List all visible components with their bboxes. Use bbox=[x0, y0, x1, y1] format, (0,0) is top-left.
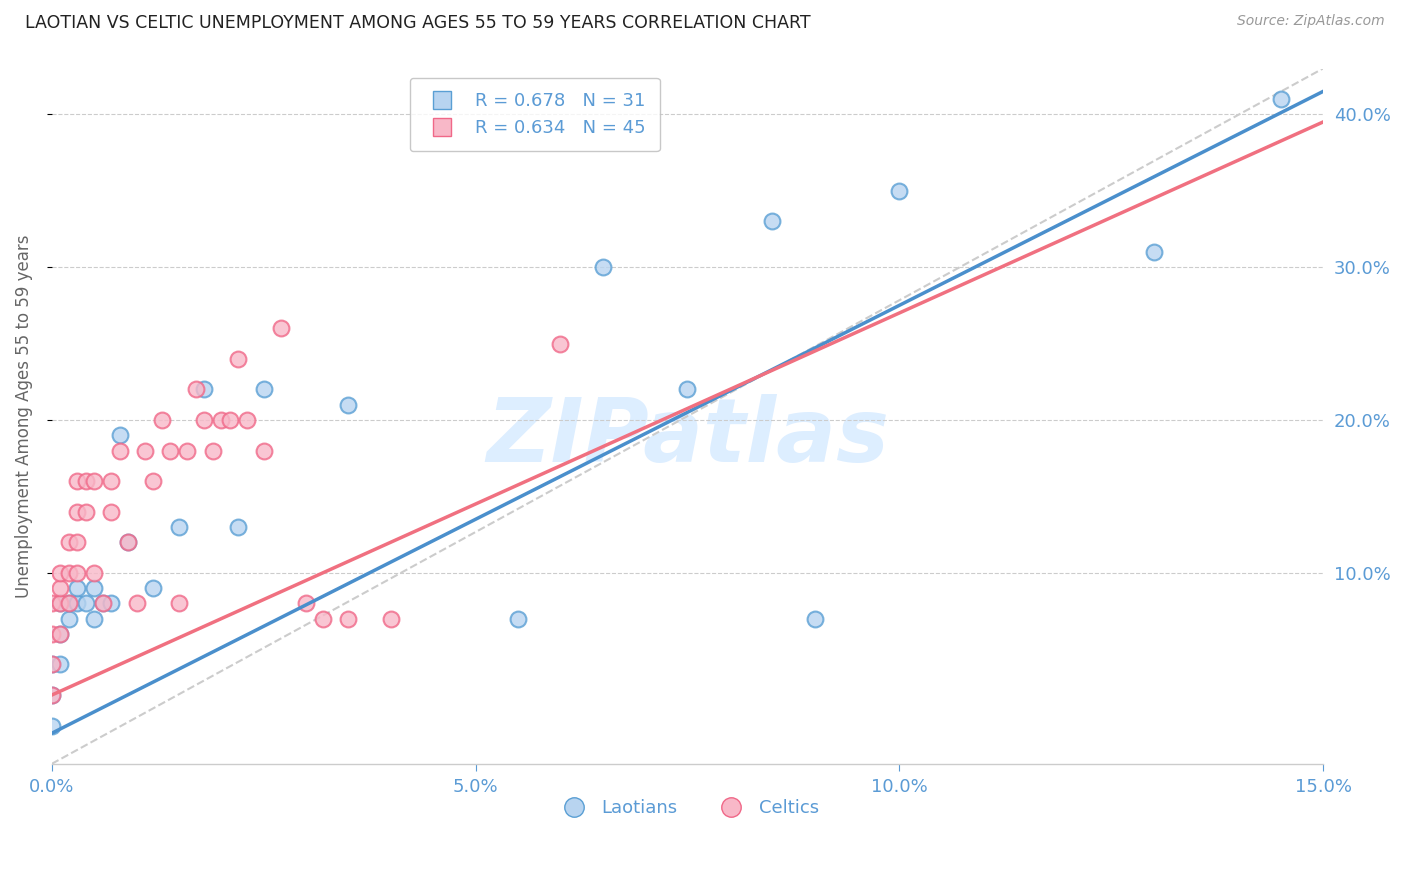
Point bbox=[66, 535, 89, 549]
Point bbox=[49, 596, 72, 610]
Point bbox=[803, 612, 825, 626]
Point bbox=[66, 505, 89, 519]
Point bbox=[83, 474, 105, 488]
Point bbox=[49, 581, 72, 595]
Point bbox=[117, 535, 139, 549]
Point bbox=[167, 596, 190, 610]
Point bbox=[889, 184, 911, 198]
Point bbox=[41, 688, 63, 702]
Point bbox=[66, 581, 89, 595]
Point bbox=[506, 612, 529, 626]
Point bbox=[75, 474, 97, 488]
Point bbox=[209, 413, 232, 427]
Y-axis label: Unemployment Among Ages 55 to 59 years: Unemployment Among Ages 55 to 59 years bbox=[15, 235, 32, 598]
Point bbox=[66, 596, 89, 610]
Point bbox=[58, 566, 80, 580]
Point bbox=[83, 566, 105, 580]
Point bbox=[83, 581, 105, 595]
Point bbox=[218, 413, 240, 427]
Point bbox=[312, 612, 335, 626]
Point bbox=[75, 505, 97, 519]
Point bbox=[66, 566, 89, 580]
Point bbox=[193, 383, 215, 397]
Point bbox=[184, 383, 207, 397]
Point bbox=[41, 627, 63, 641]
Point bbox=[167, 520, 190, 534]
Point bbox=[159, 443, 181, 458]
Point bbox=[1142, 244, 1164, 259]
Point bbox=[41, 718, 63, 732]
Point bbox=[58, 535, 80, 549]
Point bbox=[134, 443, 156, 458]
Point bbox=[235, 413, 257, 427]
Point bbox=[75, 596, 97, 610]
Point bbox=[761, 214, 783, 228]
Point bbox=[49, 627, 72, 641]
Point bbox=[58, 612, 80, 626]
Point bbox=[58, 596, 80, 610]
Point bbox=[41, 657, 63, 672]
Point bbox=[49, 627, 72, 641]
Point bbox=[41, 657, 63, 672]
Point bbox=[49, 657, 72, 672]
Point bbox=[91, 596, 114, 610]
Point bbox=[41, 596, 63, 610]
Point bbox=[270, 321, 292, 335]
Point bbox=[83, 612, 105, 626]
Point bbox=[253, 443, 276, 458]
Point bbox=[176, 443, 198, 458]
Point bbox=[100, 596, 122, 610]
Point bbox=[380, 612, 402, 626]
Point bbox=[1270, 92, 1292, 106]
Point bbox=[337, 612, 360, 626]
Text: LAOTIAN VS CELTIC UNEMPLOYMENT AMONG AGES 55 TO 59 YEARS CORRELATION CHART: LAOTIAN VS CELTIC UNEMPLOYMENT AMONG AGE… bbox=[25, 14, 811, 32]
Point bbox=[108, 428, 131, 442]
Point bbox=[108, 443, 131, 458]
Text: ZIPatlas: ZIPatlas bbox=[486, 393, 889, 481]
Point bbox=[337, 398, 360, 412]
Point bbox=[41, 688, 63, 702]
Point bbox=[91, 596, 114, 610]
Point bbox=[676, 383, 699, 397]
Point bbox=[548, 336, 571, 351]
Point bbox=[150, 413, 173, 427]
Legend: Laotians, Celtics: Laotians, Celtics bbox=[548, 792, 825, 824]
Point bbox=[49, 566, 72, 580]
Point bbox=[592, 260, 614, 275]
Point bbox=[142, 581, 165, 595]
Point bbox=[66, 474, 89, 488]
Point bbox=[49, 596, 72, 610]
Point bbox=[100, 474, 122, 488]
Point bbox=[295, 596, 318, 610]
Point bbox=[100, 505, 122, 519]
Point bbox=[58, 596, 80, 610]
Point bbox=[201, 443, 224, 458]
Point bbox=[226, 351, 249, 366]
Point bbox=[117, 535, 139, 549]
Point bbox=[142, 474, 165, 488]
Point bbox=[125, 596, 148, 610]
Point bbox=[253, 383, 276, 397]
Point bbox=[226, 520, 249, 534]
Text: Source: ZipAtlas.com: Source: ZipAtlas.com bbox=[1237, 14, 1385, 29]
Point bbox=[193, 413, 215, 427]
